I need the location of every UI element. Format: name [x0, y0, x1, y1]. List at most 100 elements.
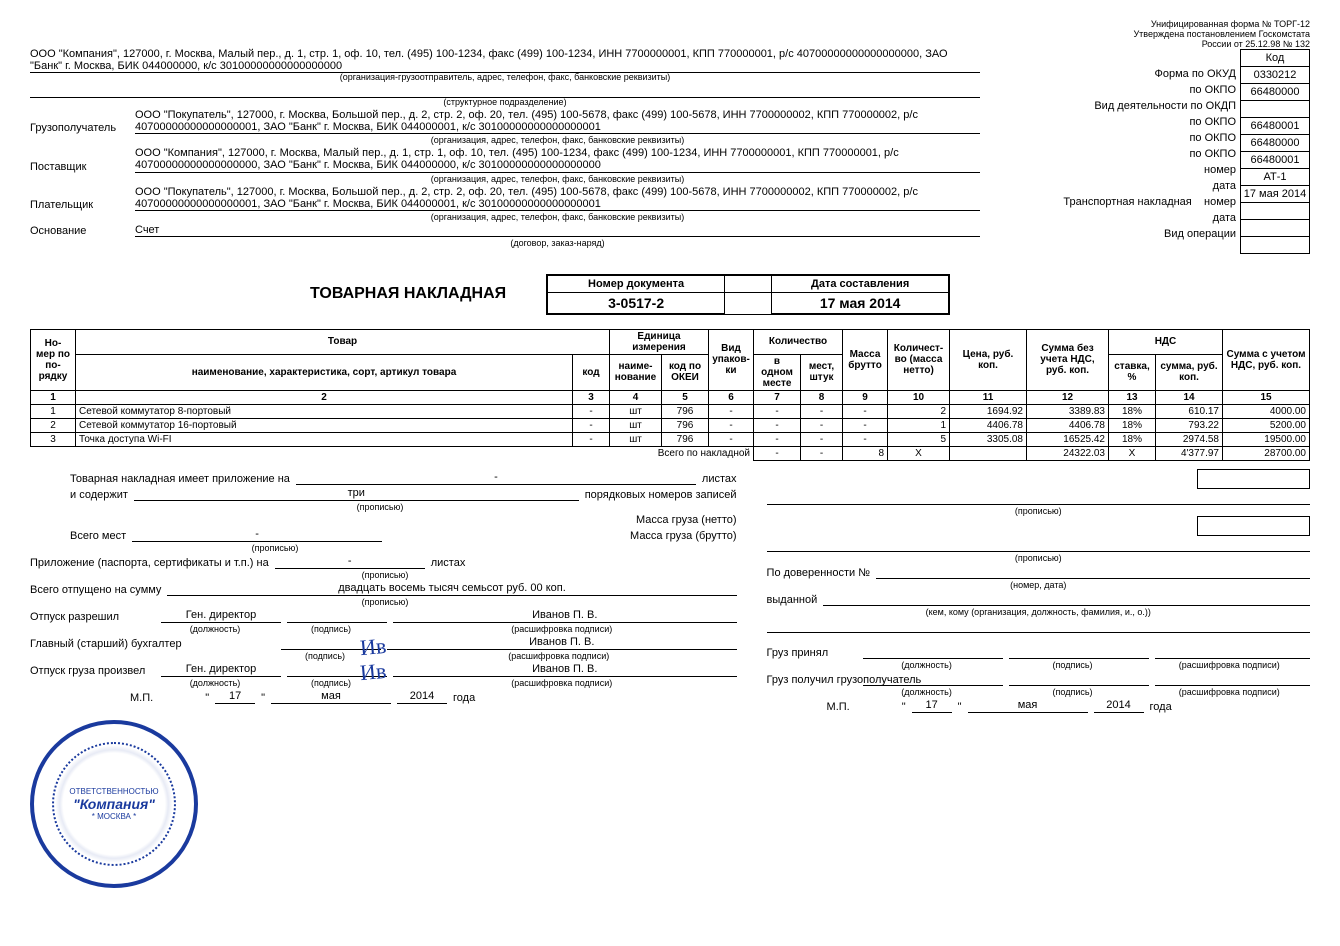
- consignee-lbl: Грузополучатель: [30, 122, 135, 134]
- sub-podp1: (подпись): [281, 624, 381, 634]
- table-total-row: Всего по накладной--8X24322.03X4'377.972…: [31, 446, 1310, 460]
- day-right: 17: [912, 699, 952, 713]
- netto-lbl: Масса груза (нетто): [636, 514, 737, 526]
- vyd-lbl: выданной: [767, 594, 818, 606]
- sub-rasf4: (расшифровка подписи): [1149, 660, 1310, 670]
- sender-sub: (организация-грузоотправитель, адрес, те…: [30, 72, 980, 82]
- otpusk-lbl: Отпуск разрешил: [30, 611, 155, 623]
- sub-rasf3: (расшифровка подписи): [387, 678, 737, 688]
- sub-dolzh5: (должность): [857, 687, 997, 697]
- lbl-okdp: Вид деятельности по ОКДП: [1063, 98, 1236, 114]
- doc-num-date: Номер документаДата составления 3-0517-2…: [546, 274, 950, 315]
- year-right: 2014: [1094, 699, 1144, 713]
- mest-lbl: Всего мест: [70, 530, 126, 542]
- th-ndss: сумма, руб. коп.: [1156, 354, 1223, 390]
- sub-rasf5: (расшифровка подписи): [1149, 687, 1310, 697]
- day-left: 17: [215, 690, 255, 704]
- year-left: 2014: [397, 690, 447, 704]
- proizvel-lbl: Отпуск груза произвел: [30, 665, 155, 677]
- th-okei: код по ОКЕИ: [662, 354, 709, 390]
- dov-sub: (номер, дата): [767, 580, 1310, 590]
- prop2: (прописью): [150, 543, 400, 553]
- vyd-val2: [767, 619, 1310, 633]
- glavbuh-name: Иванов П. В.: [387, 636, 737, 650]
- lbl-num: номер: [1063, 162, 1236, 178]
- th-unit: Единица измерения: [610, 329, 709, 354]
- sum-val: двадцать восемь тысяч семьсот руб. 00 ко…: [167, 582, 736, 596]
- codes-column: Код 0330212 66480000 66480001 66480000 6…: [1240, 50, 1310, 254]
- netto-line: [767, 491, 1310, 505]
- mp-right: М.П.: [827, 701, 850, 713]
- basis-sub: (договор, заказ-наряд): [135, 238, 980, 248]
- mp-left: М.П.: [130, 692, 153, 704]
- brutto-line: [767, 538, 1310, 552]
- signature-2: Ив: [359, 658, 387, 686]
- glavbuh-lbl: Главный (старший) бухгалтер: [30, 638, 275, 650]
- stamp-a: ОТВЕТСТВЕННОСТЬЮ: [69, 787, 158, 796]
- code-okpo1: 66480000: [1240, 83, 1310, 101]
- poluchil-name: [1155, 672, 1310, 686]
- prinyal-dolzh: [863, 645, 1003, 659]
- code-okpo4: 66480001: [1240, 151, 1310, 169]
- sender: ООО "Компания", 127000, г. Москва, Малый…: [30, 48, 980, 73]
- pril2-lbl: Приложение (паспорта, сертификаты и т.п.…: [30, 557, 269, 569]
- sum-lbl: Всего отпущено на сумму: [30, 584, 161, 596]
- labels-column: Форма по ОКУД по ОКПО Вид деятельности п…: [1063, 50, 1240, 242]
- th-total: Сумма с учетом НДС, руб. коп.: [1223, 329, 1310, 390]
- sub-rasf1: (расшифровка подписи): [387, 624, 737, 634]
- vyd-val: [823, 592, 1310, 606]
- table-row: 2Сетевой коммутатор 16-портовый-шт796---…: [31, 418, 1310, 432]
- th-num: Но- мер по по- рядку: [31, 329, 76, 390]
- payer-sub: (организация, адрес, телефон, факс, банк…: [135, 212, 980, 222]
- proizvel-dolzh: Ген. директор: [161, 663, 281, 677]
- th-pack: Вид упаков- ки: [709, 329, 754, 390]
- contain-val: три: [134, 487, 579, 501]
- payer-lbl: Плательщик: [30, 199, 135, 211]
- brutto-lbl: Масса груза (брутто): [630, 530, 737, 542]
- supplier-lbl: Поставщик: [30, 161, 135, 173]
- code-okud: 0330212: [1240, 66, 1310, 84]
- sub-podp5: (подпись): [1003, 687, 1143, 697]
- th-unit-name: наиме- нование: [610, 354, 662, 390]
- prinyal-sign: [1009, 645, 1149, 659]
- basis: Счет: [135, 224, 980, 237]
- lbl-oper: Вид операции: [1063, 226, 1236, 242]
- brutto-box: [1197, 516, 1310, 536]
- struct-sub: (структурное подразделение): [30, 97, 980, 107]
- otpusk-dolzh: Ген. директор: [161, 609, 281, 623]
- doc-date-h: Дата составления: [772, 275, 949, 292]
- netto-box: [1197, 469, 1310, 489]
- prop1: (прописью): [230, 502, 530, 512]
- kod-title: Код: [1240, 49, 1310, 67]
- doc-num-h: Номер документа: [548, 275, 725, 292]
- lbl-okpo2: по ОКПО: [1063, 114, 1236, 130]
- prop4: (прописью): [310, 597, 460, 607]
- consignee: ООО "Покупатель", 127000, г. Москва, Бол…: [135, 109, 980, 134]
- th-nds: НДС: [1109, 329, 1223, 354]
- poluchil-lbl: Груз получил грузополучатель: [767, 674, 857, 686]
- code-oper: [1240, 236, 1310, 254]
- table-row: 3Точка доступа Wi-FI-шт796----53305.0816…: [31, 432, 1310, 446]
- mon-left: мая: [271, 690, 391, 704]
- signature-1: Ив: [359, 633, 387, 661]
- th-goods: Товар: [76, 329, 610, 354]
- pril-lbl: Товарная накладная имеет приложение на: [70, 473, 290, 485]
- th-netto: Количест- во (масса нетто): [888, 329, 950, 390]
- proizvel-name: Иванов П. В.: [393, 663, 737, 677]
- dov-lbl: По доверенности №: [767, 567, 871, 579]
- lbl-tn-date: дата: [1063, 210, 1236, 226]
- goods-table: Но- мер по по- рядку Товар Единица измер…: [30, 329, 1310, 461]
- code-okdp: [1240, 100, 1310, 118]
- lbl-tn-num: номер: [1204, 196, 1236, 208]
- consignee-sub: (организация, адрес, телефон, факс, банк…: [135, 135, 980, 145]
- lbl-okpo3: по ОКПО: [1063, 130, 1236, 146]
- poluchil-dolzh: [863, 672, 1003, 686]
- pril2-val: -: [275, 555, 425, 569]
- pril-val: -: [296, 471, 696, 485]
- code-tn-num: [1240, 202, 1310, 220]
- listah2: листах: [431, 557, 466, 569]
- goda-left: года: [453, 692, 475, 704]
- prinyal-name: [1155, 645, 1310, 659]
- sub-dolzh3: (должность): [155, 678, 275, 688]
- doc-title: ТОВАРНАЯ НАКЛАДНАЯ: [310, 285, 526, 303]
